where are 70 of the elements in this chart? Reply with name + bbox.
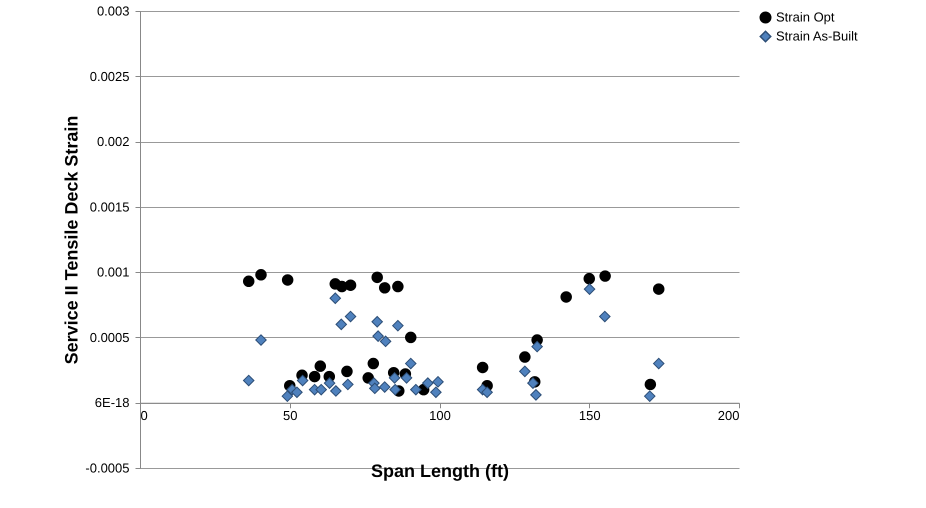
point <box>242 374 254 386</box>
point <box>242 276 254 288</box>
point <box>371 272 383 284</box>
point <box>342 378 354 390</box>
y-tick-label: 6E-18 <box>94 395 130 410</box>
point <box>368 358 380 370</box>
point <box>410 384 422 396</box>
legend-label: Strain As-Built <box>776 28 858 44</box>
point <box>560 291 572 303</box>
point <box>378 381 390 393</box>
y-tick-label: 0.0015 <box>90 199 130 214</box>
point <box>372 330 384 342</box>
point <box>330 385 342 397</box>
point <box>380 336 392 348</box>
point <box>324 377 336 389</box>
point <box>392 280 404 292</box>
point <box>255 334 267 346</box>
point <box>422 377 434 389</box>
point <box>389 384 401 396</box>
point <box>400 372 412 384</box>
point <box>314 360 326 372</box>
point <box>599 270 611 282</box>
point <box>371 316 383 328</box>
point <box>519 366 531 378</box>
point <box>369 382 381 394</box>
x-tick-label: 100 <box>429 408 451 424</box>
point <box>330 292 342 304</box>
point <box>599 310 611 322</box>
point <box>584 272 595 284</box>
point <box>584 283 596 295</box>
point <box>291 386 303 398</box>
point <box>282 390 294 402</box>
point <box>344 279 356 291</box>
x-tick-label: 200 <box>718 408 740 424</box>
point <box>481 386 493 398</box>
x-tick-label: 0 <box>140 408 148 424</box>
point <box>652 283 664 295</box>
y-axis-title: Service II Tensile Deck Strain <box>61 116 82 364</box>
point <box>282 274 294 286</box>
point <box>378 282 390 294</box>
point <box>341 366 353 378</box>
point <box>430 386 442 398</box>
point <box>476 362 488 374</box>
point <box>308 370 320 382</box>
y-tick-label: 0.0025 <box>90 68 130 84</box>
point <box>652 358 664 370</box>
point <box>405 358 416 370</box>
point <box>432 376 444 388</box>
point <box>644 378 656 390</box>
y-tick-label: 0.001 <box>96 264 130 280</box>
point <box>531 340 543 352</box>
point <box>255 269 267 280</box>
x-tick-label: 150 <box>578 408 601 424</box>
point <box>296 374 308 386</box>
x-axis-title: Span Length (ft) <box>371 461 509 482</box>
point <box>519 351 531 363</box>
legend-label: Strain Opt <box>776 10 835 24</box>
point <box>336 318 348 330</box>
point <box>315 384 327 396</box>
point <box>530 389 542 401</box>
point <box>392 320 404 332</box>
point <box>405 332 416 344</box>
x-tick-label: 50 <box>283 408 298 424</box>
y-tick-label: 0.002 <box>96 134 130 150</box>
y-tick-label: -0.0005 <box>85 460 130 476</box>
point <box>344 310 356 322</box>
y-tick-label: 0.003 <box>96 4 130 18</box>
y-tick-label: 0.0005 <box>90 330 130 345</box>
point <box>388 372 400 384</box>
point <box>644 390 656 402</box>
